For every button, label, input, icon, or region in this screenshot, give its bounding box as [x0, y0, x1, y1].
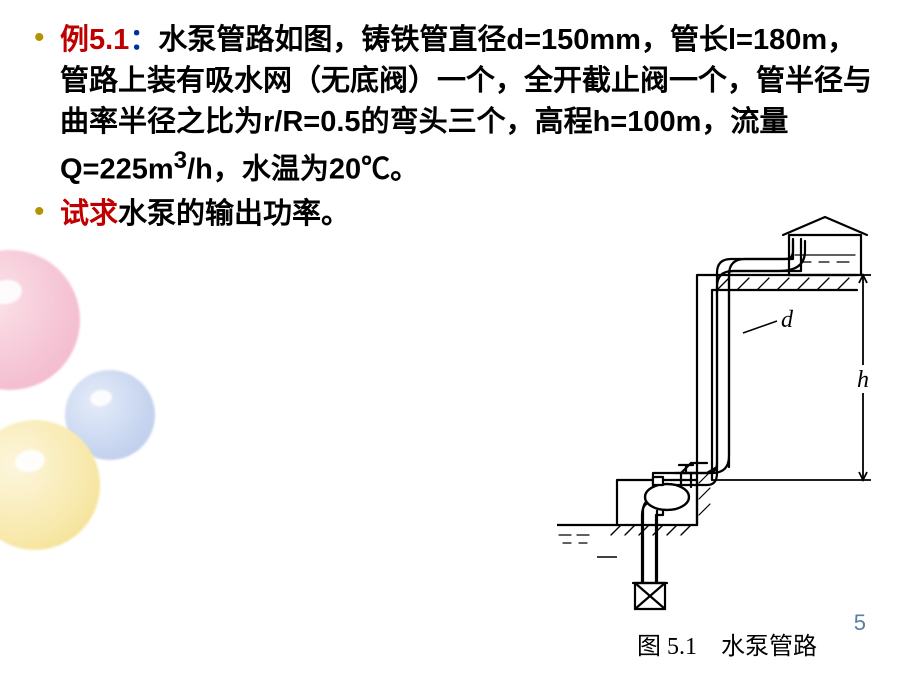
temp-expr: 20℃ — [329, 153, 390, 185]
caption-prefix: 图 5.1 — [637, 634, 697, 660]
bullet-problem: 例5.1：水泵管路如图，铸铁管直径d=150mm，管长l=180m，管路上装有吸… — [28, 20, 880, 190]
l-expr: l=180m — [728, 24, 827, 56]
bullet-list: 例5.1：水泵管路如图，铸铁管直径d=150mm，管长l=180m，管路上装有吸… — [28, 20, 880, 236]
t2: ，管长 — [641, 24, 728, 56]
figure-container: d h 图 5.1 水泵管路 — [557, 215, 897, 661]
ask-text: 水泵的输出功率。 — [118, 198, 350, 230]
problem-label: 例5.1 — [60, 24, 129, 56]
label-d: d — [781, 307, 794, 333]
label-h: h — [857, 367, 869, 393]
slide-content: 例5.1：水泵管路如图，铸铁管直径d=150mm，管长l=180m，管路上装有吸… — [0, 0, 920, 240]
t4: 的弯头三个，高程 — [361, 106, 593, 138]
slide-number: 5 — [854, 610, 866, 636]
problem-paragraph: 例5.1：水泵管路如图，铸铁管直径d=150mm，管长l=180m，管路上装有吸… — [60, 20, 880, 190]
h-expr: h=100m — [593, 106, 702, 138]
q-sup: 3 — [174, 147, 187, 174]
caption-text: 水泵管路 — [721, 634, 817, 660]
t5: ，流量 — [701, 106, 788, 138]
balloon-pink — [0, 250, 80, 390]
t6: ，水温为 — [213, 153, 329, 185]
d-expr: d=150mm — [506, 24, 641, 56]
ask-label: 试求 — [60, 198, 118, 230]
figure-caption: 图 5.1 水泵管路 — [557, 626, 897, 661]
t7: 。 — [390, 153, 419, 185]
pump-pipeline-figure: d h — [557, 215, 897, 615]
q-expr: Q=225m — [60, 153, 174, 185]
t1: 水泵管路如图，铸铁管直径 — [158, 24, 506, 56]
problem-sep: ： — [129, 24, 158, 56]
q-tail: /h — [187, 153, 213, 185]
rr-expr: r/R=0.5 — [263, 106, 361, 138]
